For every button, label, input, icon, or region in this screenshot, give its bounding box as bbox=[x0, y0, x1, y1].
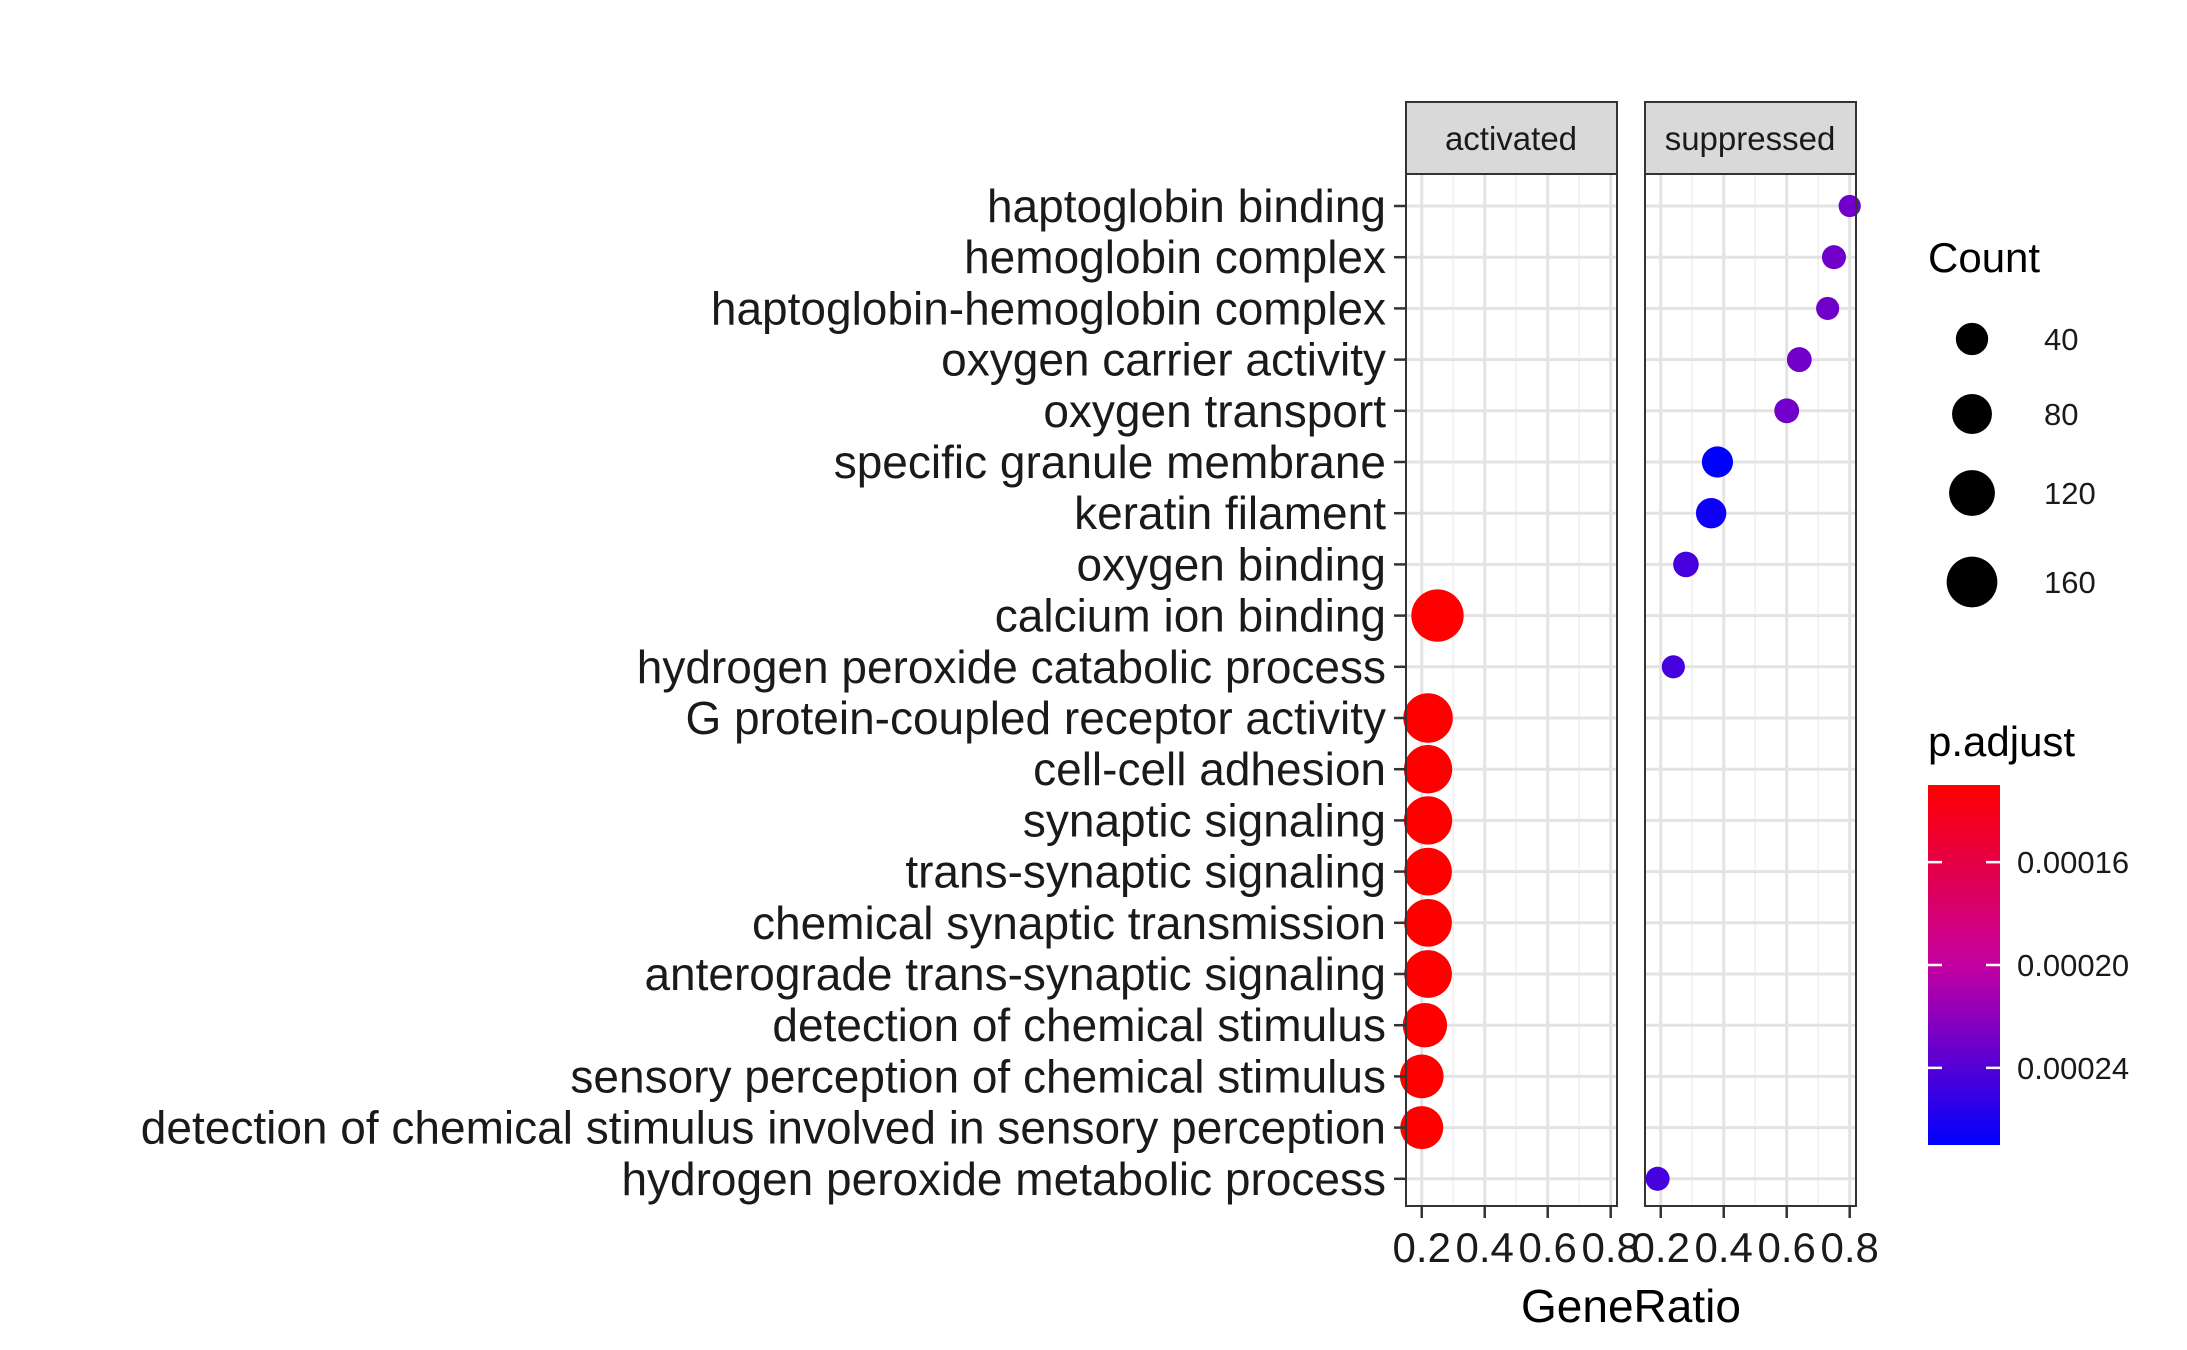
y-tick-label: chemical synaptic transmission bbox=[752, 897, 1386, 949]
color-legend-label: 0.00020 bbox=[2017, 948, 2129, 983]
size-legend-items: 40 80 120 160 bbox=[1946, 322, 2096, 608]
y-tick-label: oxygen carrier activity bbox=[941, 334, 1386, 386]
data-point bbox=[1400, 1106, 1444, 1150]
data-point bbox=[1404, 950, 1452, 998]
y-tick-label: haptoglobin binding bbox=[987, 180, 1386, 232]
data-point bbox=[1399, 1054, 1444, 1099]
size-legend: Count 40 80 120 160 bbox=[1928, 234, 2096, 608]
points-suppressed bbox=[1645, 194, 1861, 1191]
size-legend-key bbox=[1949, 470, 1995, 516]
panel-suppressed bbox=[1644, 173, 1861, 1207]
facet-label-activated: activated bbox=[1445, 120, 1577, 157]
x-tick-label: 0.4 bbox=[1695, 1224, 1753, 1271]
data-point bbox=[1774, 398, 1800, 424]
x-axis-activated: 0.2 0.4 0.6 0.8 bbox=[1393, 1206, 1640, 1271]
size-legend-key bbox=[1955, 322, 1989, 356]
y-tick-label: hydrogen peroxide metabolic process bbox=[621, 1153, 1386, 1205]
size-legend-label: 160 bbox=[2044, 565, 2096, 600]
facet-strip-suppressed: suppressed bbox=[1644, 101, 1857, 175]
facet-label-suppressed: suppressed bbox=[1665, 120, 1836, 157]
y-tick-label: oxygen transport bbox=[1043, 385, 1386, 437]
color-legend-title: p.adjust bbox=[1928, 718, 2075, 765]
y-tick-label: synaptic signaling bbox=[1023, 794, 1386, 846]
data-point bbox=[1695, 497, 1727, 529]
x-axis-suppressed: 0.2 0.4 0.6 0.8 bbox=[1632, 1206, 1879, 1271]
data-point bbox=[1816, 296, 1840, 320]
y-tick-label: trans-synaptic signaling bbox=[905, 846, 1386, 898]
grid-suppressed bbox=[1645, 174, 1856, 1206]
data-point bbox=[1404, 847, 1452, 896]
color-legend-ticks: 0.00016 0.00020 0.00024 bbox=[1928, 845, 2129, 1086]
y-tick-label: hydrogen peroxide catabolic process bbox=[637, 641, 1386, 693]
size-legend-title: Count bbox=[1928, 234, 2040, 281]
y-tick-label: G protein-coupled receptor activity bbox=[685, 692, 1386, 744]
size-legend-label: 80 bbox=[2044, 397, 2078, 432]
color-legend: p.adjust 0.00016 0.00020 0.00024 bbox=[1928, 718, 2129, 1145]
y-tick-label: detection of chemical stimulus bbox=[772, 999, 1386, 1051]
data-point bbox=[1403, 745, 1453, 794]
x-tick-label: 0.4 bbox=[1456, 1224, 1514, 1271]
y-tick-label: detection of chemical stimulus involved … bbox=[141, 1102, 1386, 1154]
y-tick-label: sensory perception of chemical stimulus bbox=[570, 1050, 1386, 1102]
data-point bbox=[1404, 898, 1452, 947]
data-point bbox=[1673, 551, 1699, 578]
y-tick-label: hemoglobin complex bbox=[964, 231, 1386, 283]
points-activated bbox=[1399, 589, 1464, 1150]
data-point bbox=[1645, 1166, 1670, 1191]
color-legend-label: 0.00024 bbox=[2017, 1051, 2129, 1086]
y-tick-label: oxygen binding bbox=[1077, 538, 1386, 590]
data-point bbox=[1821, 245, 1846, 270]
data-point bbox=[1701, 446, 1734, 478]
x-tick-label: 0.2 bbox=[1393, 1224, 1451, 1271]
x-tick-label: 0.8 bbox=[1582, 1224, 1640, 1271]
y-tick-label: haptoglobin-hemoglobin complex bbox=[711, 282, 1386, 334]
data-point bbox=[1786, 347, 1812, 373]
facet-strip-activated: activated bbox=[1405, 101, 1618, 175]
size-legend-label: 120 bbox=[2044, 476, 2096, 511]
x-tick-label: 0.6 bbox=[1758, 1224, 1816, 1271]
grid-activated bbox=[1406, 174, 1617, 1206]
y-tick-label: calcium ion binding bbox=[995, 590, 1386, 642]
data-point bbox=[1661, 655, 1685, 679]
size-legend-key bbox=[1946, 556, 1998, 608]
data-point bbox=[1402, 1002, 1448, 1048]
data-point bbox=[1403, 796, 1453, 845]
data-point bbox=[1411, 589, 1464, 642]
y-tick-label: anterograde trans-synaptic signaling bbox=[644, 948, 1386, 1000]
x-axis-title: GeneRatio bbox=[1521, 1280, 1741, 1332]
y-tick-label: specific granule membrane bbox=[834, 436, 1386, 488]
x-tick-label: 0.6 bbox=[1519, 1224, 1577, 1271]
panel-activated bbox=[1399, 173, 1618, 1207]
x-tick-label: 0.8 bbox=[1821, 1224, 1879, 1271]
y-tick-label: cell-cell adhesion bbox=[1033, 743, 1386, 795]
color-legend-label: 0.00016 bbox=[2017, 845, 2129, 880]
data-point bbox=[1403, 693, 1453, 743]
y-tick-label: keratin filament bbox=[1074, 487, 1386, 539]
size-legend-label: 40 bbox=[2044, 322, 2078, 357]
data-point bbox=[1838, 194, 1861, 218]
x-tick-label: 0.2 bbox=[1632, 1224, 1690, 1271]
size-legend-key bbox=[1952, 394, 1992, 434]
